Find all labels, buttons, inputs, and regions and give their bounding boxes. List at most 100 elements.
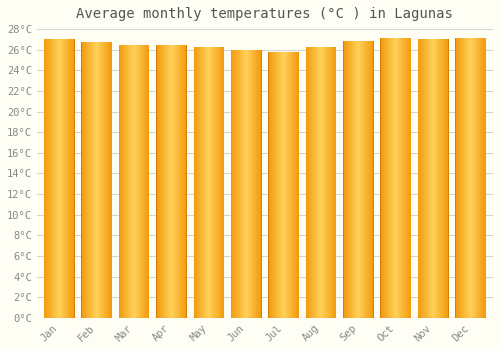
Bar [202,47,203,318]
Bar [399,38,400,318]
Bar [480,38,481,318]
Bar [275,52,276,318]
Bar [102,42,103,318]
Bar [258,50,259,318]
Bar [418,39,419,318]
Bar [251,50,252,318]
Bar [382,38,383,318]
Bar [330,47,331,318]
Bar [286,52,287,318]
Bar [315,47,316,318]
Bar [390,38,391,318]
Bar [198,47,199,318]
Bar [63,39,64,318]
Bar [100,42,101,318]
Bar [248,50,249,318]
Bar [329,47,330,318]
Bar [257,50,258,318]
Bar [278,52,279,318]
Bar [425,39,426,318]
Bar [319,47,320,318]
Bar [134,44,135,318]
Bar [481,38,482,318]
Bar [388,38,389,318]
Bar [133,44,134,318]
Bar [367,41,368,318]
Bar [288,52,290,318]
Bar [108,42,109,318]
Bar [356,41,357,318]
Bar [144,44,145,318]
Bar [469,38,470,318]
Bar [123,44,124,318]
Bar [48,39,49,318]
Bar [204,47,206,318]
Bar [479,38,480,318]
Bar [348,41,349,318]
Bar [159,44,160,318]
Bar [162,44,164,318]
Bar [72,39,73,318]
Bar [460,38,461,318]
Bar [101,42,102,318]
Bar [372,41,373,318]
Bar [68,39,69,318]
Bar [402,38,403,318]
Bar [366,41,367,318]
Bar [477,38,478,318]
Bar [436,39,437,318]
Bar [313,47,314,318]
Bar [166,44,167,318]
Bar [400,38,401,318]
Bar [392,38,393,318]
Bar [280,52,281,318]
Bar [461,38,462,318]
Bar [391,38,392,318]
Bar [369,41,370,318]
Bar [434,39,435,318]
Bar [408,38,409,318]
Bar [344,41,345,318]
Bar [294,52,295,318]
Bar [355,41,356,318]
Bar [428,39,429,318]
Bar [474,38,475,318]
Bar [181,44,182,318]
Bar [212,47,213,318]
Bar [383,38,384,318]
Bar [370,41,371,318]
Bar [250,50,251,318]
Bar [401,38,402,318]
Bar [59,39,60,318]
Bar [105,42,106,318]
Bar [107,42,108,318]
Bar [471,38,472,318]
Bar [121,44,122,318]
Bar [164,44,165,318]
Bar [270,52,271,318]
Bar [122,44,123,318]
Bar [161,44,162,318]
Bar [235,50,236,318]
Bar [119,44,120,318]
Bar [185,44,186,318]
Bar [437,39,438,318]
Bar [167,44,168,318]
Bar [291,52,292,318]
Bar [439,39,440,318]
Bar [419,39,420,318]
Bar [60,39,61,318]
Bar [389,38,390,318]
Bar [64,39,65,318]
Bar [158,44,159,318]
Bar [157,44,158,318]
Bar [111,42,112,318]
Bar [118,44,119,318]
Bar [429,39,430,318]
Bar [445,39,446,318]
Bar [49,39,50,318]
Bar [440,39,441,318]
Bar [276,52,277,318]
Bar [110,42,111,318]
Bar [51,39,52,318]
